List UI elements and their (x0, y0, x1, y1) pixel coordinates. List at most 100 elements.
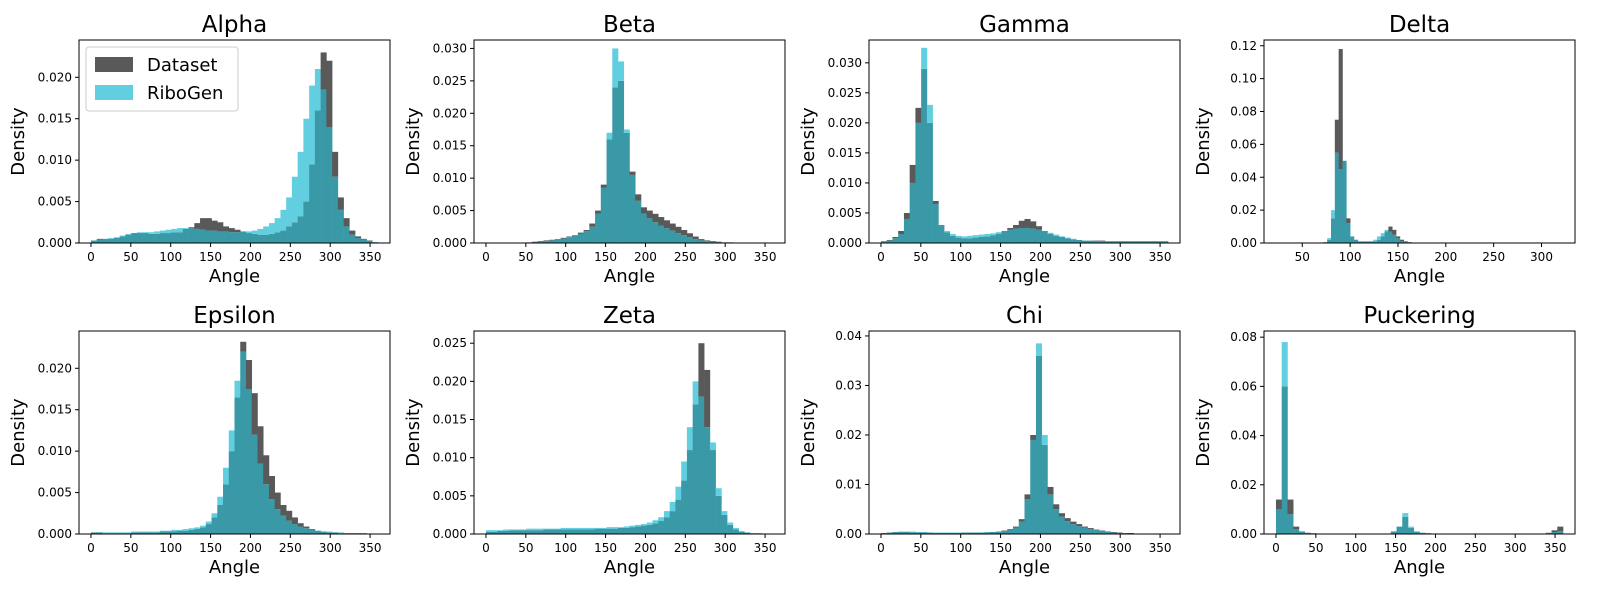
alpha-ylabel: Density (8, 107, 29, 176)
zeta-bar-ribogen-42 (727, 522, 734, 525)
puckering-bar-overlap-0 (1275, 509, 1283, 534)
beta-xlabel: Angle (604, 266, 655, 287)
chi-xtick-label-350: 350 (1149, 541, 1172, 555)
beta-xtick-label-200: 200 (634, 250, 657, 264)
alpha-xtick-label-350: 350 (359, 250, 382, 264)
gamma-bar-overlap-1 (886, 240, 893, 243)
zeta-bar-ribogen-19 (595, 527, 602, 529)
epsilon-ytick-label-0: 0.000 (38, 527, 72, 541)
epsilon-xtick-label-350: 350 (359, 541, 382, 555)
zeta-xtick-label-250: 250 (674, 541, 697, 555)
zeta-bar-ribogen-14 (566, 527, 573, 530)
beta-bar-dataset-27 (640, 207, 648, 214)
puckering-bar-ribogen-1 (1281, 342, 1288, 387)
epsilon-xtick-label-0: 0 (87, 541, 95, 555)
puckering-bar-dataset-3 (1293, 526, 1300, 530)
gamma-bar-overlap-47 (1150, 241, 1157, 243)
chi-bar-overlap-35 (1081, 527, 1088, 534)
zeta-xtick-label-150: 150 (594, 541, 617, 555)
epsilon-bar-overlap-7 (131, 532, 138, 534)
zeta-bar-ribogen-28 (646, 522, 653, 525)
delta-bar-ribogen-19 (1384, 229, 1389, 232)
alpha-bar-overlap-22 (217, 231, 224, 243)
beta-bar-overlap-15 (572, 235, 579, 243)
puckering-bar-overlap-49 (1557, 531, 1564, 534)
alpha-bar-overlap-25 (234, 232, 241, 243)
chi-bar-overlap-4 (903, 532, 910, 534)
beta-xtick-label-350: 350 (754, 250, 777, 264)
zeta-bar-overlap-19 (595, 528, 602, 534)
beta-bar-overlap-35 (686, 237, 693, 243)
epsilon-bar-overlap-1 (96, 532, 103, 534)
epsilon-bar-overlap-14 (171, 531, 178, 534)
zeta-xlabel: Angle (604, 557, 655, 578)
epsilon-bar-dataset-30 (263, 455, 270, 485)
zeta-bar-overlap-25 (629, 527, 636, 534)
zeta-bar-overlap-41 (721, 514, 728, 534)
puckering-bar-overlap-3 (1293, 529, 1300, 534)
alpha-bar-overlap-5 (119, 236, 126, 243)
alpha-bar-ribogen-10 (148, 232, 155, 234)
epsilon-bar-dataset-36 (297, 523, 304, 527)
epsilon-bar-ribogen-18 (194, 527, 201, 530)
zeta-bar-overlap-32 (669, 511, 676, 534)
epsilon-bar-ribogen-2 (102, 532, 109, 534)
alpha-bar-ribogen-39 (314, 69, 321, 111)
gamma-bar-dataset-37 (1093, 240, 1100, 242)
alpha-bar-overlap-7 (131, 233, 138, 243)
epsilon-bar-ribogen-17 (188, 528, 195, 530)
epsilon-bar-ribogen-4 (113, 532, 120, 534)
chi-bar-ribogen-28 (1041, 434, 1048, 445)
alpha-bar-ribogen-28 (251, 230, 258, 234)
epsilon-bar-overlap-18 (194, 529, 201, 534)
gamma-bar-overlap-20 (995, 233, 1002, 243)
delta-ytick-label-4: 0.08 (1230, 105, 1257, 119)
zeta-bar-ribogen-40 (715, 488, 722, 496)
gamma-bar-dataset-24 (1018, 220, 1025, 228)
beta-ytick-label-1: 0.005 (433, 204, 467, 218)
chi-bar-overlap-18 (984, 532, 991, 534)
beta-bar-dataset-32 (669, 223, 676, 231)
beta-bar-overlap-10 (543, 241, 550, 243)
gamma-bar-overlap-45 (1139, 241, 1146, 243)
puckering-bar-overlap-4 (1298, 532, 1305, 534)
zeta-bar-overlap-38 (704, 427, 711, 534)
chi-bar-dataset-36 (1087, 528, 1094, 530)
gamma-bar-overlap-35 (1081, 240, 1088, 243)
gamma-bar-overlap-40 (1110, 241, 1117, 243)
delta-bar-dataset-7 (1338, 49, 1343, 170)
gamma-bar-overlap-8 (926, 122, 933, 243)
alpha-bar-overlap-23 (223, 231, 230, 243)
alpha-bar-overlap-40 (320, 89, 327, 243)
gamma-bar-overlap-31 (1058, 236, 1065, 243)
zeta-ytick-label-1: 0.005 (433, 489, 467, 503)
beta-bar-overlap-36 (692, 239, 699, 243)
zeta-bar-overlap-29 (652, 523, 659, 534)
gamma-bar-dataset-22 (1007, 227, 1014, 230)
beta-bar-dataset-26 (635, 194, 642, 201)
alpha-ytick-label-4: 0.020 (38, 70, 72, 84)
chi-bar-overlap-24 (1018, 521, 1025, 534)
zeta-bar-ribogen-17 (583, 527, 590, 530)
beta-bar-overlap-38 (704, 241, 711, 243)
beta-bar-dataset-28 (646, 210, 653, 219)
chi-axes-frame (868, 330, 1181, 535)
chi-bar-ribogen-5 (909, 531, 916, 533)
chi-ytick-label-2: 0.02 (835, 428, 862, 442)
epsilon-bar-overlap-12 (159, 531, 166, 534)
gamma-bar-dataset-6 (915, 107, 922, 123)
beta-ytick-label-0: 0.000 (433, 236, 467, 250)
zeta-bar-overlap-24 (623, 527, 630, 534)
chi-bar-dataset-29 (1047, 486, 1054, 495)
delta-bar-overlap-8 (1342, 160, 1347, 243)
chi-bar-overlap-30 (1053, 509, 1060, 534)
alpha-bar-overlap-26 (240, 231, 247, 243)
alpha-bar-overlap-12 (159, 233, 166, 243)
epsilon-xlabel: Angle (209, 557, 260, 578)
zeta-bar-ribogen-2 (497, 530, 504, 531)
alpha-bar-ribogen-35 (291, 176, 298, 223)
alpha-bar-ribogen-16 (182, 228, 189, 229)
epsilon-bar-ribogen-10 (148, 531, 155, 533)
gamma-bar-overlap-10 (938, 224, 945, 243)
beta-bar-overlap-16 (577, 233, 584, 243)
